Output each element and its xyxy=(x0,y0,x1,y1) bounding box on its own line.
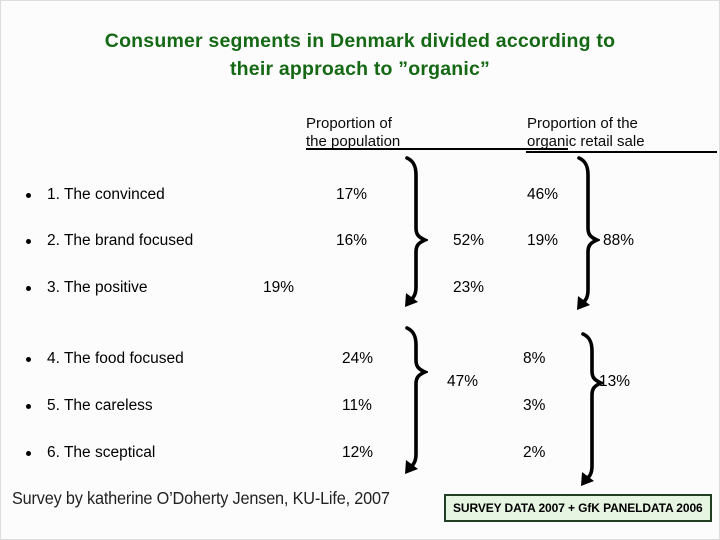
population-value-5: 11% xyxy=(342,397,372,414)
retail-value-6: 2% xyxy=(523,444,546,461)
bullet-icon xyxy=(26,239,31,244)
bullet-icon xyxy=(26,193,31,198)
brace-population-top xyxy=(405,156,428,307)
retail-value-5: 3% xyxy=(523,397,546,414)
brace-retail-top xyxy=(577,156,600,310)
column-header-population-line1: Proportion of xyxy=(306,115,392,132)
row-label-5: 5. The careless xyxy=(47,397,153,414)
brace-retail-bottom xyxy=(581,332,604,486)
retail-value-2: 19% xyxy=(527,232,559,249)
survey-credit: Survey by katherine O’Doherty Jensen, KU… xyxy=(12,488,390,508)
bullet-icon xyxy=(26,286,31,291)
row-label-6: 6. The sceptical xyxy=(47,444,156,461)
population-value-2: 16% xyxy=(336,232,368,249)
retail-value-4: 8% xyxy=(523,350,546,367)
row-label-2: 2. The brand focused xyxy=(47,232,194,249)
population-value-4: 24% xyxy=(342,350,374,367)
column-header-population: Proportion of the population xyxy=(306,115,400,150)
population-value-3: 19% xyxy=(263,279,295,296)
header-underline-population xyxy=(306,148,568,150)
column-header-retail-line1: Proportion of the xyxy=(527,115,638,132)
bullet-icon xyxy=(26,357,31,362)
row-label-1: 1. The convinced xyxy=(47,186,165,203)
row-label-4: 4. The food focused xyxy=(47,350,184,367)
slide-title-line2: their approach to ”organic” xyxy=(229,58,490,80)
group-value-retail-bottom: 13% xyxy=(599,373,631,390)
retail-value-3: 23% xyxy=(453,279,485,296)
group-value-population-bottom: 47% xyxy=(447,373,479,390)
data-source-badge: SURVEY DATA 2007 + GfK PANELDATA 2006 xyxy=(444,494,712,522)
bullet-icon xyxy=(26,404,31,409)
row-label-3: 3. The positive xyxy=(47,279,148,296)
brace-population-bottom xyxy=(405,326,428,474)
group-value-population-top: 52% xyxy=(453,232,485,249)
population-value-6: 12% xyxy=(342,444,374,461)
column-header-retail-line2: organic retail sale xyxy=(527,132,645,150)
column-header-population-line2: the population xyxy=(306,132,401,150)
slide-title-line1: Consumer segments in Denmark divided acc… xyxy=(104,30,616,52)
header-underline-retail xyxy=(526,151,717,153)
population-value-1: 17% xyxy=(336,186,368,203)
bullet-icon xyxy=(26,451,31,456)
group-value-retail-top: 88% xyxy=(603,232,635,249)
retail-value-1: 46% xyxy=(527,186,559,203)
slide-title: Consumer segments in Denmark divided acc… xyxy=(0,27,720,83)
column-header-retail: Proportion of the organic retail sale xyxy=(527,115,645,150)
